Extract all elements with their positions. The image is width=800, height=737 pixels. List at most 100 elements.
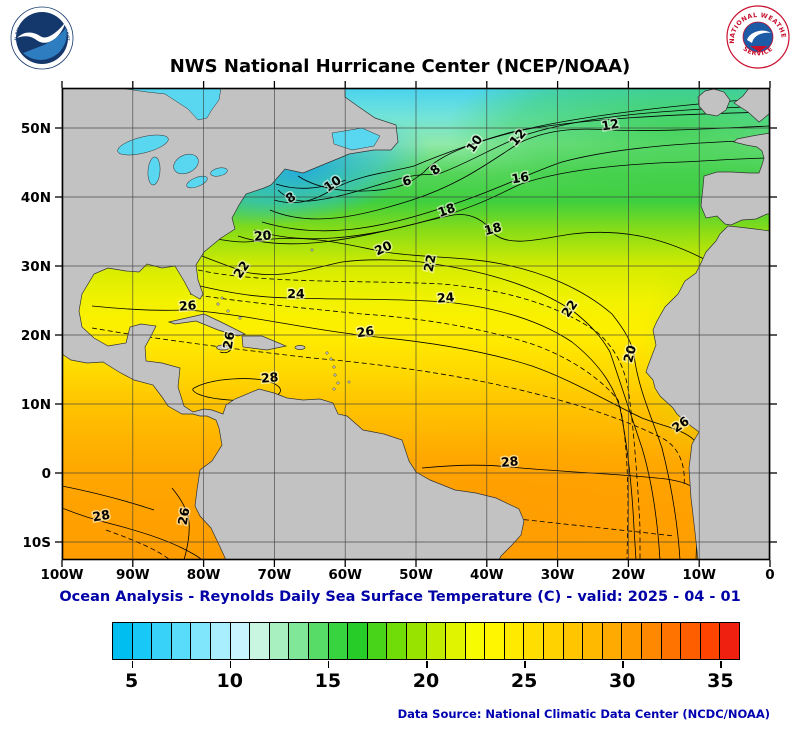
lat-axis-label: 30N: [21, 259, 51, 275]
colorbar-segment: [563, 623, 584, 659]
colorbar-tick: [426, 661, 428, 668]
colorbar-segment: [348, 623, 368, 659]
colorbar-segment: [269, 623, 290, 659]
colorbar-segment: [113, 623, 133, 659]
colorbar-tick: [229, 661, 232, 668]
noaa-logo: NATIONAL OCEANIC AND ATMOSPHERIC ADMINIS…: [10, 6, 74, 70]
contour-label: 24: [436, 289, 455, 305]
colorbar-tick-label: 5: [125, 670, 139, 692]
lon-axis-label: 20W: [612, 567, 646, 583]
isotherm-27c-pacific-dashed: [105, 529, 171, 560]
map-frame: [61, 87, 771, 561]
nws-cyclone-icon: [747, 30, 771, 43]
colorbar-segment: [720, 623, 739, 659]
colorbar-segment: [524, 623, 545, 659]
lat-axis-label: 50N: [21, 121, 51, 137]
lon-axis-label: 10W: [682, 567, 716, 583]
colorbar-segment: [583, 623, 603, 659]
colorbar-segment: [367, 623, 388, 659]
isotherm-25c-dashed: [189, 293, 629, 560]
colorbar-segment: [661, 623, 682, 659]
colorbar-segment: [504, 623, 525, 659]
lake-michigan: [147, 156, 161, 186]
lat-axis-label: 10S: [22, 535, 51, 551]
nws-logo: NATIONAL WEATHER SERVICE: [726, 5, 790, 69]
lat-axis-label: 20N: [21, 328, 51, 344]
nws-emblem-disc: [742, 21, 774, 53]
colorbar-tick-label: 20: [412, 670, 440, 692]
island-jamaica: [216, 344, 230, 351]
land-americas: [62, 88, 525, 560]
axis: 50N 40N 30N 20N 10N 0 10S 100W 90W 80W 70W 60W 50W 40…: [21, 81, 777, 583]
northeast-green-water: [447, 88, 770, 208]
noaa-emblem-sea: [23, 28, 67, 60]
map-caption: Ocean Analysis - Reynolds Daily Sea Surf…: [59, 589, 741, 605]
island-hispaniola: [241, 335, 288, 351]
colorbar-wrap: 5 10 15 20 25 30 35: [112, 622, 740, 702]
contour-label: 26: [356, 323, 376, 340]
isotherm-18c: [237, 214, 770, 299]
colorbar-segment: [485, 623, 505, 659]
contour-label: 26: [220, 330, 238, 350]
lon-axis-label: 0: [765, 567, 774, 583]
isotherm-10c: [273, 111, 770, 204]
colorbar-segment: [544, 623, 564, 659]
colorbar-segment: [171, 623, 192, 659]
colorbar-segment: [622, 623, 643, 659]
isotherm-28c-pacific: [62, 507, 203, 560]
islands-bahamas: [216, 296, 242, 320]
isotherm-26c: [91, 305, 699, 560]
colorbar-segment: [387, 623, 407, 659]
lake-superior: [117, 134, 169, 156]
lat-axis-label: 40N: [21, 190, 51, 206]
colorbar-tick-label: 10: [216, 670, 243, 692]
lon-axis-label: 50W: [399, 567, 433, 583]
contour-label: 26: [178, 297, 197, 313]
contour-label: 28: [500, 453, 519, 469]
isotherm-14c: [261, 139, 770, 232]
colorbar-segment: [230, 623, 251, 659]
colorbar-tick-label: 35: [707, 670, 734, 692]
colorbar-segment: [700, 623, 721, 659]
contour-label: 28: [91, 507, 111, 525]
lon-axis-label: 30W: [541, 567, 575, 583]
colorbar: [112, 622, 740, 660]
lat-axis-label: 10N: [21, 397, 51, 413]
lon-axis-label: 80W: [187, 567, 221, 583]
isotherm-12c: [269, 125, 770, 220]
isotherm-20c: [211, 237, 681, 560]
colorbar-segment: [191, 623, 211, 659]
colorbar-segment: [308, 623, 329, 659]
isotherm-26c-pacific: [171, 487, 190, 560]
lon-axis-label: 70W: [258, 567, 292, 583]
lat-axis-label: 0: [42, 466, 51, 482]
inland-waters: [117, 88, 381, 189]
lake-erie: [186, 175, 208, 189]
lon-axis-label: 100W: [40, 567, 83, 583]
colorbar-segment: [642, 623, 662, 659]
colorbar-segment: [406, 623, 427, 659]
colorbar-segment: [426, 623, 447, 659]
land-ireland: [697, 88, 731, 117]
contour-label: 16: [510, 169, 530, 187]
colorbar-tick-label: 15: [314, 670, 342, 692]
colorbar-tick: [327, 661, 330, 668]
land-africa: [645, 225, 770, 560]
lon-axis-label: 90W: [116, 567, 150, 583]
island-puerto-rico: [294, 345, 306, 350]
page-title: NWS National Hurricane Center (NCEP/NOAA…: [169, 56, 631, 77]
colorbar-tick: [524, 661, 526, 668]
contour-label: 20: [620, 343, 639, 364]
colorbar-segment: [328, 623, 349, 659]
colorbar-segment: [132, 623, 153, 659]
colorbar-segment: [465, 623, 486, 659]
colorbar-segment: [602, 623, 623, 659]
isotherm-28c-equatorial: [421, 464, 695, 490]
isotherm-8c: [277, 105, 770, 202]
isotherm-16c: [253, 157, 770, 240]
colorbar-segment: [446, 623, 466, 659]
contour-label: 12: [600, 116, 620, 134]
contour-label: 24: [287, 286, 305, 301]
